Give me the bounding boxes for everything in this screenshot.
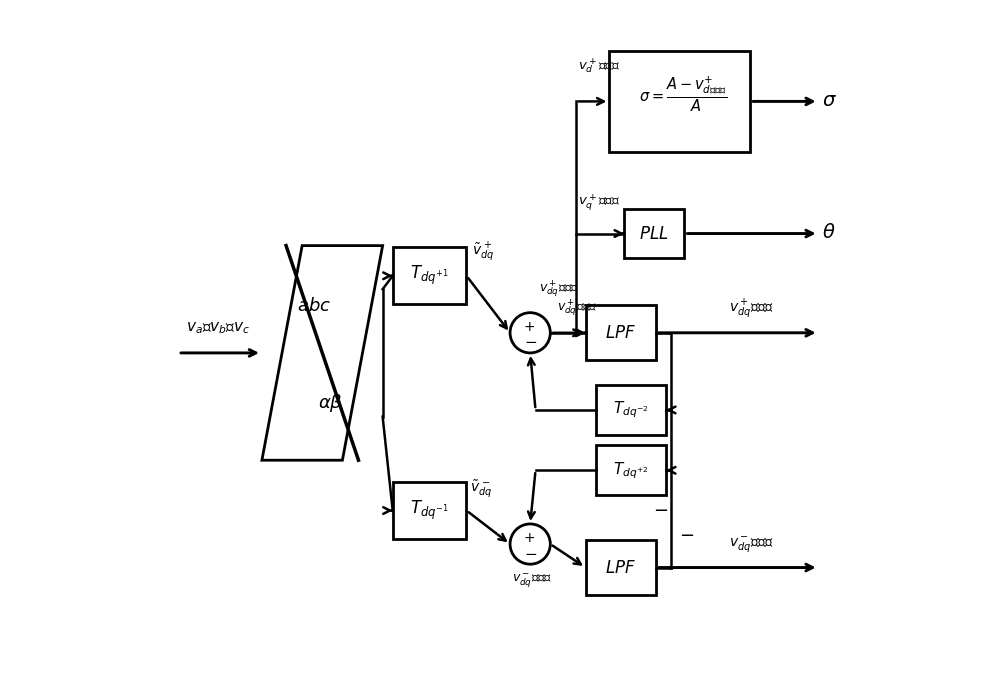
Circle shape bbox=[510, 524, 550, 564]
Circle shape bbox=[510, 312, 550, 353]
Text: $-$: $-$ bbox=[524, 333, 537, 348]
Text: $T_{dq^{+1}}$: $T_{dq^{+1}}$ bbox=[410, 264, 449, 287]
Text: $T_{dq^{-2}}$: $T_{dq^{-2}}$ bbox=[613, 400, 649, 420]
Text: $-$: $-$ bbox=[653, 500, 668, 518]
Text: $\sigma$: $\sigma$ bbox=[822, 90, 837, 109]
Text: $\tilde{v}^{\,-}_{dq}$: $\tilde{v}^{\,-}_{dq}$ bbox=[470, 478, 492, 500]
Text: $+$: $+$ bbox=[523, 531, 536, 545]
Polygon shape bbox=[262, 246, 383, 460]
Text: $-$: $-$ bbox=[679, 525, 694, 543]
Text: $v^-_{dq}$平均值: $v^-_{dq}$平均值 bbox=[729, 536, 774, 555]
Text: $abc$: $abc$ bbox=[297, 297, 331, 315]
Text: $-$: $-$ bbox=[524, 545, 537, 559]
Text: $\theta$: $\theta$ bbox=[822, 223, 835, 242]
Text: $+$: $+$ bbox=[523, 320, 536, 334]
Text: $LPF$: $LPF$ bbox=[605, 324, 636, 342]
Text: $v^+_{dq}$平均值: $v^+_{dq}$平均值 bbox=[729, 297, 774, 320]
Text: $v^-_{dq}$瞬时值: $v^-_{dq}$瞬时值 bbox=[512, 571, 552, 589]
Text: $\sigma = \dfrac{A - v^{+}_{d\mathrm{瞬时值}}}{A}$: $\sigma = \dfrac{A - v^{+}_{d\mathrm{瞬时值… bbox=[639, 75, 727, 114]
Bar bbox=[393, 482, 466, 539]
Bar bbox=[393, 247, 466, 304]
Text: $v^+_d$瞬时值: $v^+_d$瞬时值 bbox=[578, 57, 620, 76]
Text: $v^+_q$瞬时值: $v^+_q$瞬时值 bbox=[578, 193, 620, 213]
Text: $T_{dq^{-1}}$: $T_{dq^{-1}}$ bbox=[410, 499, 449, 522]
Text: $v^+_{dq}$瞬时值: $v^+_{dq}$瞬时值 bbox=[539, 278, 579, 299]
Text: $PLL$: $PLL$ bbox=[639, 225, 669, 242]
Text: $\tilde{v}^{\,+}_{dq}$: $\tilde{v}^{\,+}_{dq}$ bbox=[472, 240, 494, 263]
Bar bbox=[624, 209, 684, 257]
Text: $\alpha\beta$: $\alpha\beta$ bbox=[318, 392, 343, 414]
Text: $v^+_{dq}$瞬时值: $v^+_{dq}$瞬时值 bbox=[557, 297, 597, 318]
Bar bbox=[609, 51, 750, 151]
Text: $v_a$、$v_b$、$v_c$: $v_a$、$v_b$、$v_c$ bbox=[186, 320, 250, 336]
Text: $LPF$: $LPF$ bbox=[605, 559, 636, 576]
Bar bbox=[586, 540, 656, 595]
Bar bbox=[596, 385, 666, 435]
Bar bbox=[596, 445, 666, 496]
Bar bbox=[586, 306, 656, 361]
Text: $T_{dq^{+2}}$: $T_{dq^{+2}}$ bbox=[613, 460, 649, 481]
